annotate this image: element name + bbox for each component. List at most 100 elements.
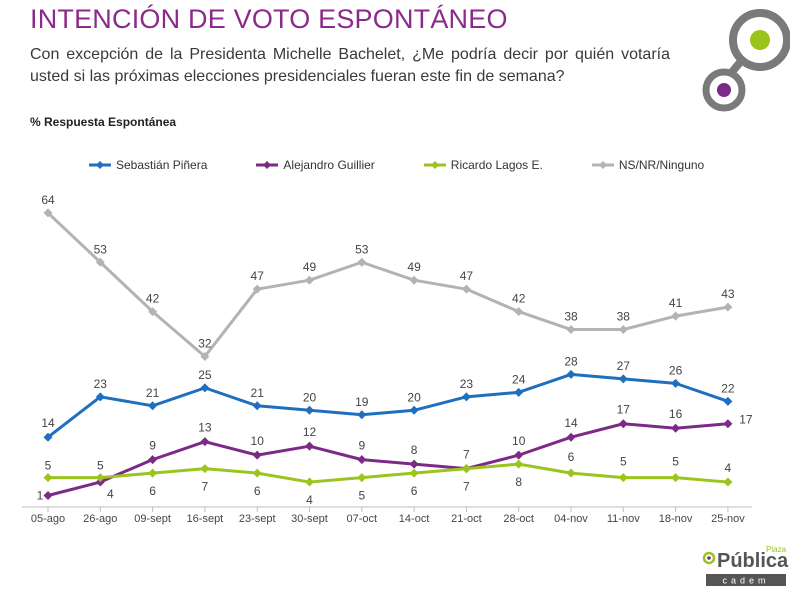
data-label: 6 [149,484,156,498]
data-label: 47 [460,269,474,283]
data-label: 6 [568,450,575,464]
data-point [95,257,105,267]
legend-marker-icon [591,161,614,169]
data-point [200,437,210,447]
data-point [618,374,628,384]
x-tick-label: 18-nov [659,513,693,525]
data-point [723,477,733,487]
data-point [357,473,367,483]
data-point [618,473,628,483]
data-label: 49 [303,260,317,274]
series-line-2 [48,462,729,484]
x-tick-label: 25-nov [711,513,745,525]
data-point [357,410,367,420]
data-label: 22 [721,381,735,395]
data-label: 5 [97,459,104,473]
data-label: 7 [202,480,209,494]
data-label: 14 [564,416,578,430]
data-label: 43 [721,287,735,301]
data-label: 32 [198,336,212,350]
logo-sub: cadem [722,576,769,586]
legend-item: Ricardo Lagos E. [423,158,543,172]
data-label: 10 [251,434,265,448]
data-label: 7 [463,480,470,494]
data-point [305,441,314,451]
data-point [409,459,419,469]
data-label: 4 [107,487,114,501]
data-point [357,257,367,267]
chart-subtitle: % Respuesta Espontánea [30,115,177,129]
data-point [357,455,367,465]
data-label: 23 [460,377,474,391]
data-point [671,473,681,483]
chart-legend: Sebastián Piñera Alejandro Guillier Ricard… [88,158,752,172]
data-label: 24 [512,372,526,386]
data-point [461,284,471,294]
brand-circles-icon [702,9,790,112]
legend-item: NS/NR/Ninguno [591,158,704,172]
x-tick-label: 21-oct [451,513,482,525]
data-label: 9 [358,439,365,453]
data-point [148,455,158,465]
data-label: 42 [146,292,160,306]
data-point [671,378,681,388]
data-label: 14 [41,416,55,430]
x-tick-label: 09-sept [134,513,171,525]
data-point [200,464,210,474]
data-label: 17 [617,403,631,417]
logo-brand: Pública [717,550,789,572]
data-point [200,383,210,393]
data-label: 38 [617,310,631,324]
data-label: 20 [407,390,421,404]
data-point [43,473,53,483]
survey-question: Con excepción de la Presidenta Michelle … [30,46,670,85]
data-label: 19 [355,395,369,409]
data-point [95,392,105,402]
x-tick-label: 26-ago [83,513,117,525]
legend-label: Sebastián Piñera [116,158,208,172]
data-point [618,419,628,429]
data-label: 16 [669,407,683,421]
data-point [566,325,576,335]
x-tick-label: 05-ago [31,513,65,525]
data-point [409,275,419,285]
x-tick-label: 11-nov [607,513,640,525]
data-point [200,351,210,361]
data-point [461,392,471,402]
legend-marker-icon [256,161,279,169]
data-point [671,423,681,433]
data-point [671,311,681,321]
plaza-publica-logo: Pública Plaza cadem [702,545,789,586]
data-point [252,468,262,478]
legend-label: Alejandro Guillier [283,158,375,172]
data-point [723,396,733,406]
data-point [95,473,105,483]
data-label: 7 [463,448,470,462]
series-line-3 [46,211,729,358]
data-label: 41 [669,296,683,310]
data-point [514,450,524,460]
data-label: 12 [303,425,317,439]
data-label: 49 [407,260,421,274]
data-label: 21 [146,386,160,400]
x-tick-label: 16-sept [187,513,224,525]
x-tick-label: 07-oct [347,513,378,525]
data-point [409,405,419,415]
data-label: 42 [512,292,526,306]
legend-label: NS/NR/Ninguno [618,158,705,172]
data-label: 8 [411,443,418,457]
data-label: 64 [41,193,55,207]
data-label: 25 [198,368,212,382]
data-label: 53 [355,242,369,256]
data-label: 8 [515,475,522,489]
legend-item: Alejandro Guillier [255,158,375,172]
data-label: 1 [37,489,44,503]
data-point [514,387,524,397]
data-point [252,284,262,294]
data-label: 17 [739,413,753,427]
legend-label: Ricardo Lagos E. [450,158,543,172]
data-label: 20 [303,390,317,404]
data-label: 28 [564,354,578,368]
data-point [148,468,158,478]
